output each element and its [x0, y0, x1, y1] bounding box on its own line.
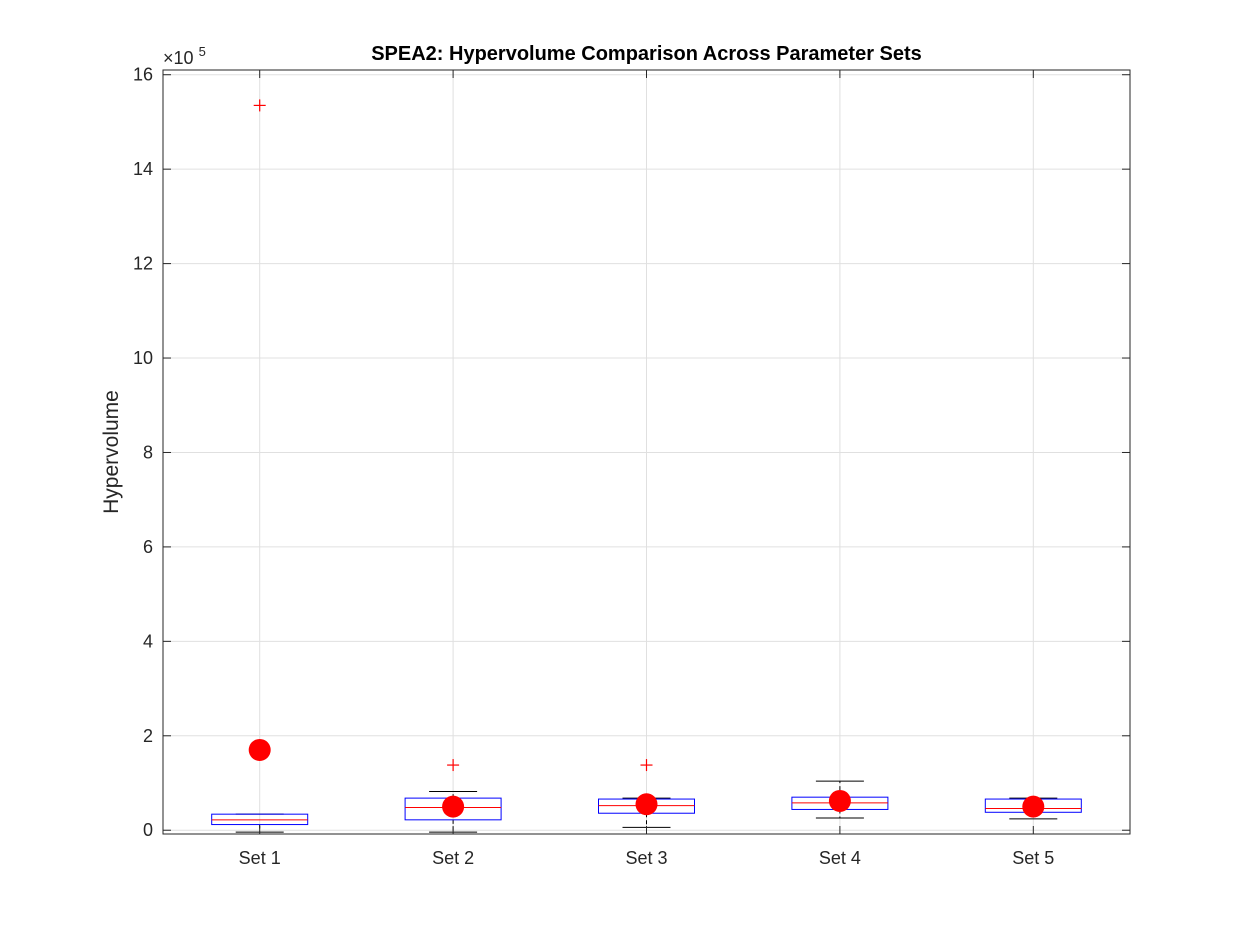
label-layer: SPEA2: Hypervolume Comparison Across Par… [100, 43, 1054, 868]
plot-layer [211, 99, 1082, 833]
x-tick-label: Set 4 [819, 848, 861, 868]
y-tick-label: 6 [143, 537, 153, 557]
y-tick-label: 10 [133, 348, 153, 368]
chart-title: SPEA2: Hypervolume Comparison Across Par… [371, 43, 922, 65]
x-tick-label: Set 2 [432, 848, 474, 868]
mean-marker [635, 793, 658, 816]
y-tick-label: 16 [133, 65, 153, 85]
box-group [404, 759, 502, 833]
box-group [791, 780, 889, 819]
y-axis-exponent: ×10 5 [163, 44, 206, 68]
y-tick-label: 0 [143, 820, 153, 840]
x-tick-label: Set 5 [1012, 848, 1054, 868]
box-group [984, 795, 1082, 820]
mean-marker [1022, 795, 1045, 818]
y-tick-label: 2 [143, 726, 153, 746]
y-tick-label: 8 [143, 442, 153, 462]
y-tick-label: 12 [133, 254, 153, 274]
outlier-marker [640, 759, 653, 772]
outlier-marker [447, 759, 460, 772]
y-axis-label: Hypervolume [100, 390, 123, 514]
grid-layer [163, 70, 1130, 834]
exponent-power: 5 [199, 44, 206, 59]
x-tick-label: Set 1 [239, 848, 281, 868]
mean-marker [248, 738, 271, 761]
y-tick-label: 14 [133, 159, 153, 179]
mean-marker [442, 795, 465, 818]
axes-layer [162, 69, 1131, 835]
box-group [598, 759, 695, 828]
x-tick-label: Set 3 [625, 848, 667, 868]
outlier-marker [253, 99, 266, 112]
exponent-base: ×10 [163, 48, 194, 68]
mean-marker [828, 789, 851, 812]
y-tick-label: 4 [143, 631, 153, 651]
